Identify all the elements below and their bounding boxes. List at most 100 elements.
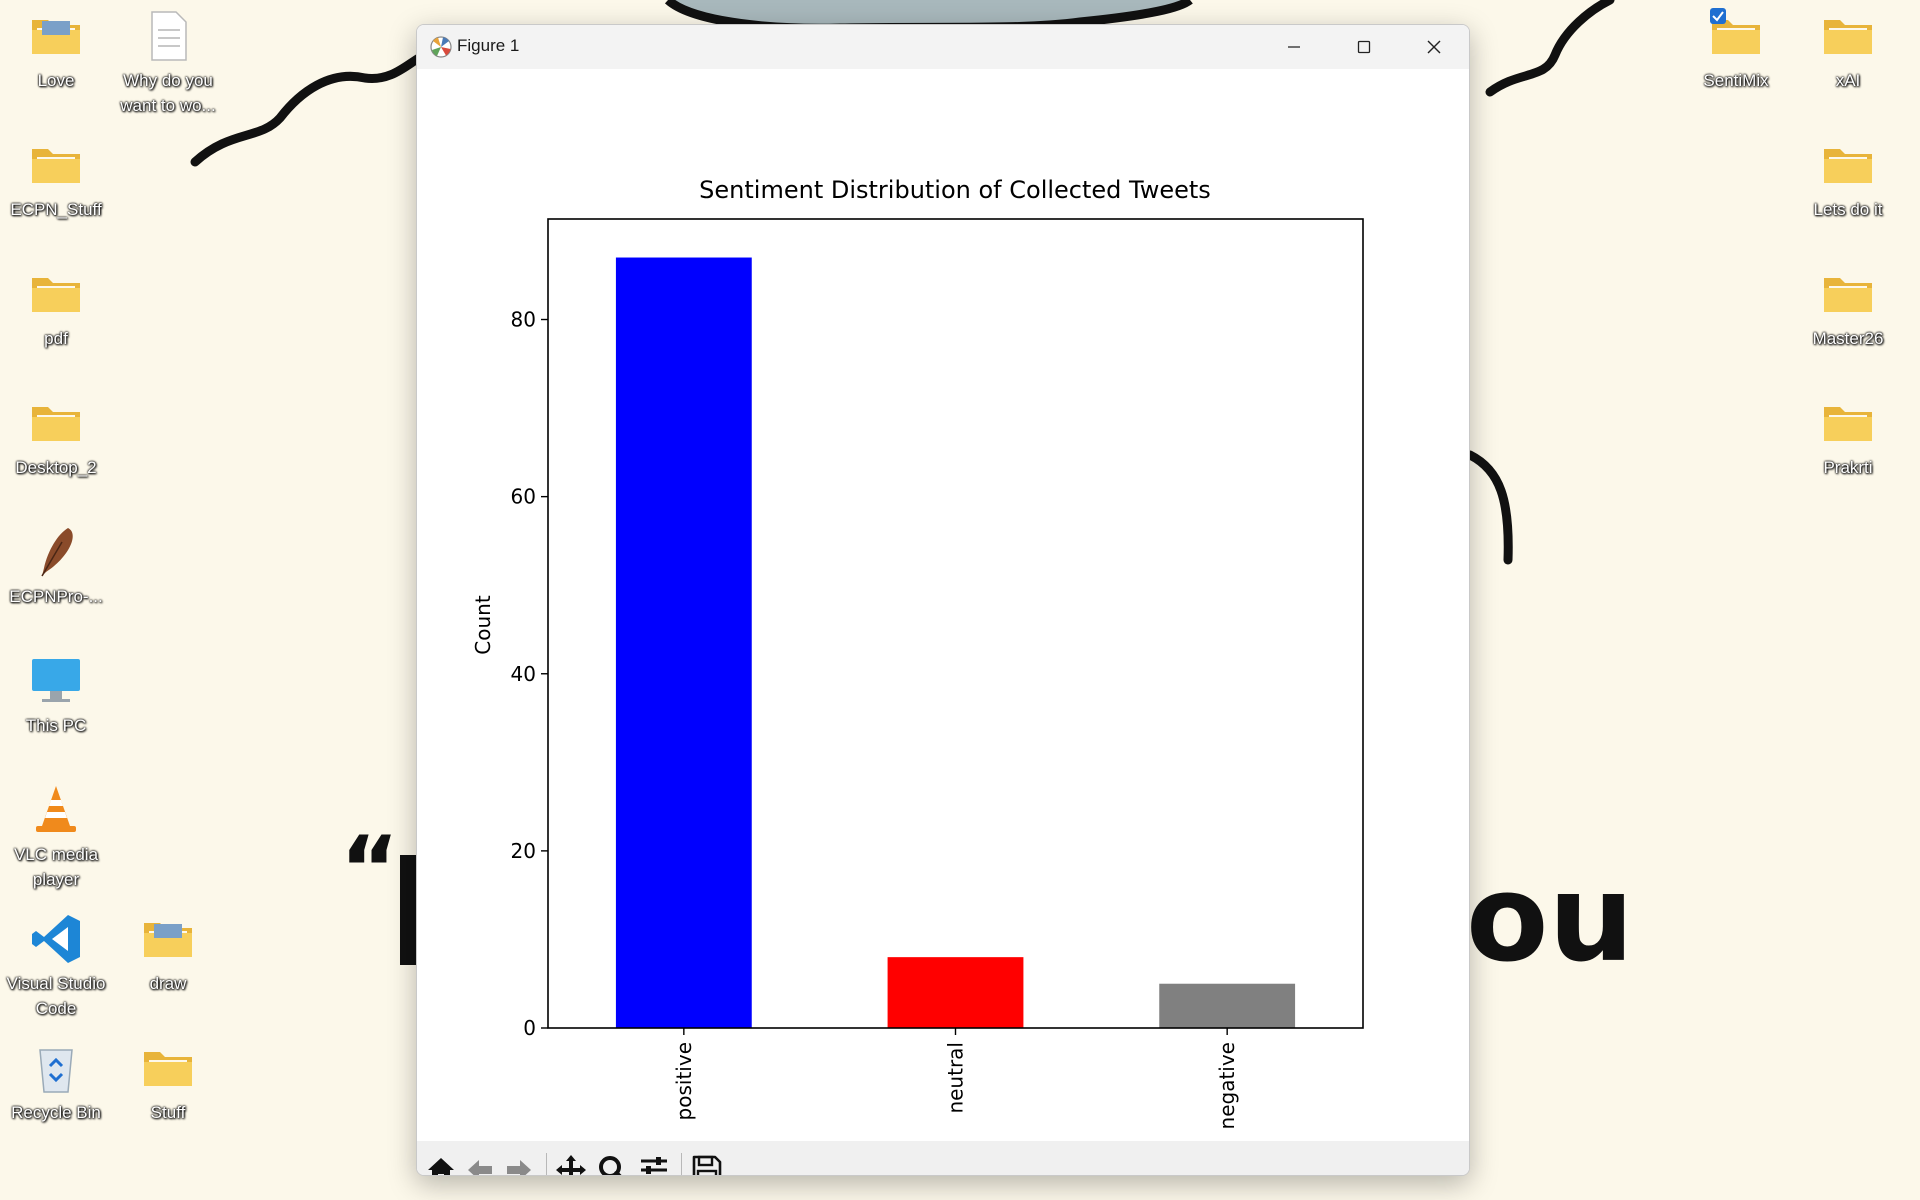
navigation-toolbar: [417, 1141, 1469, 1175]
zoom-magnifier-icon: [599, 1156, 622, 1175]
desktop-icon-label: pdf: [44, 329, 68, 348]
y-axis-label: Count: [471, 595, 495, 655]
desktop-icon-lets-do-it[interactable]: Lets do it: [1792, 137, 1904, 222]
back-button[interactable]: [460, 1149, 500, 1175]
back-arrow-icon: [468, 1160, 492, 1175]
folder-icon: [1710, 8, 1760, 54]
forward-arrow-icon: [507, 1160, 531, 1175]
maximize-icon: [1357, 40, 1371, 54]
desktop-icon-glyph: [140, 8, 196, 64]
desktop-icon-glyph: [140, 1040, 196, 1096]
configure-subplots-icon: [641, 1157, 667, 1174]
configure-subplots-button[interactable]: [634, 1149, 674, 1175]
wallpaper-quote-mark: “: [340, 817, 399, 922]
desktop-icon-glyph: [28, 1040, 84, 1096]
desktop-icon-prakrti[interactable]: Prakrti: [1792, 395, 1904, 480]
home-button[interactable]: [421, 1149, 461, 1175]
desktop-icon-glyph: [1820, 266, 1876, 322]
bar-chart: Sentiment Distribution of Collected Twee…: [471, 176, 1364, 1129]
toolbar-separator: [546, 1153, 547, 1175]
desktop-icon-label: This PC: [25, 716, 87, 735]
axes-frame: [547, 218, 1364, 1029]
window-title: Figure 1: [457, 36, 520, 55]
desktop-icon-glyph: [1820, 8, 1876, 64]
desktop-icon-label: Why do you want to wo...: [120, 71, 216, 115]
desktop-icon-label: ECPNPro-...: [9, 587, 103, 606]
desktop-icon-glyph: [1820, 395, 1876, 451]
maximize-button[interactable]: [1329, 25, 1399, 69]
desktop-icon-ecpn-stuff[interactable]: ECPN_Stuff: [0, 137, 112, 222]
minimize-icon: [1288, 46, 1300, 48]
close-button[interactable]: [1399, 25, 1469, 69]
folder-icon: [1824, 149, 1872, 183]
minimize-button[interactable]: [1259, 25, 1329, 69]
bar-neutral: [887, 957, 1024, 1028]
desktop-icon-glyph: [28, 782, 84, 838]
desktop-icon-label: VLC media player: [13, 845, 99, 889]
bars-layer: [615, 257, 1296, 1028]
close-icon: [1427, 40, 1441, 54]
desktop-icon-desktop-2[interactable]: Desktop_2: [0, 395, 112, 480]
x-ticks: positive neutral negative: [672, 1028, 1239, 1129]
desktop-icon-glyph: [28, 524, 84, 580]
desktop-icon-xai[interactable]: xAI: [1792, 8, 1904, 93]
vscode-icon: [32, 915, 80, 963]
desktop-icon-label: xAI: [1835, 71, 1861, 90]
desktop-icon-vlc-media-player[interactable]: VLC media player: [0, 782, 112, 892]
desktop-icon-glyph: [28, 8, 84, 64]
wallpaper-text-fragment: ou: [1466, 850, 1634, 989]
folder-icon: [144, 1052, 192, 1086]
desktop-icon-glyph: [28, 137, 84, 193]
x-tick-label-negative: negative: [1215, 1042, 1239, 1129]
desktop-icon-master26[interactable]: Master26: [1792, 266, 1904, 351]
desktop-icon-recycle-bin[interactable]: Recycle Bin: [0, 1040, 112, 1125]
y-tick-label: 0: [523, 1016, 536, 1040]
desktop-icon-label: Master26: [1812, 329, 1884, 348]
desktop-icon-stuff[interactable]: Stuff: [112, 1040, 224, 1125]
desktop-icon-why-do-you-want-to-wo[interactable]: Why do you want to wo...: [112, 8, 224, 118]
wallpaper-cloud-right-stroke: [1485, 0, 1615, 97]
y-ticks: 0 20 40 60 80: [511, 308, 548, 1040]
y-tick-label: 40: [511, 662, 536, 686]
quill-icon: [41, 528, 73, 577]
desktop-icon-draw[interactable]: draw: [112, 911, 224, 996]
desktop-icon-label: Visual Studio Code: [6, 974, 106, 1018]
desktop-icon-glyph: [28, 395, 84, 451]
figure-window[interactable]: Figure 1 Sentiment Distribution of Colle…: [416, 24, 1470, 1176]
save-button[interactable]: [687, 1149, 727, 1175]
wallpaper-cloud-right-lower: [1465, 450, 1513, 565]
desktop-icon-glyph: [28, 266, 84, 322]
desktop-icon-love[interactable]: Love: [0, 8, 112, 93]
pan-move-icon: [556, 1155, 586, 1175]
x-tick-label-neutral: neutral: [944, 1042, 968, 1114]
desktop-icon-visual-studio-code[interactable]: Visual Studio Code: [0, 911, 112, 1021]
desktop-icon-label: ECPN_Stuff: [10, 200, 102, 219]
desktop-icon-label: Lets do it: [1813, 200, 1883, 219]
desktop-icon-ecpnpro[interactable]: ECPNPro-...: [0, 524, 112, 609]
forward-button[interactable]: [499, 1149, 539, 1175]
home-icon: [428, 1158, 454, 1175]
y-tick-label: 60: [511, 485, 536, 509]
title-bar[interactable]: Figure 1: [417, 25, 1469, 69]
folder-image-icon: [144, 923, 192, 957]
folder-icon: [1824, 407, 1872, 441]
pan-button[interactable]: [551, 1149, 591, 1175]
desktop-icon-pdf[interactable]: pdf: [0, 266, 112, 351]
recycle-bin-icon: [39, 1049, 73, 1093]
desktop-icon-label: draw: [149, 974, 187, 993]
bar-negative: [1159, 983, 1296, 1028]
y-tick-label: 80: [511, 308, 536, 332]
monitor-icon: [32, 659, 80, 702]
desktop-icon-label: Desktop_2: [15, 458, 97, 477]
folder-icon: [32, 278, 80, 312]
bar-positive: [615, 257, 752, 1028]
folder-image-icon: [32, 20, 80, 54]
toolbar-separator: [681, 1153, 682, 1175]
vlc-cone-icon: [36, 786, 76, 832]
folder-icon: [32, 407, 80, 441]
desktop-icon-this-pc[interactable]: This PC: [0, 653, 112, 738]
desktop-icon-glyph: [1820, 137, 1876, 193]
save-floppy-icon: [692, 1155, 722, 1175]
zoom-button[interactable]: [593, 1149, 633, 1175]
desktop-icon-sentimix[interactable]: SentiMix: [1680, 8, 1792, 93]
